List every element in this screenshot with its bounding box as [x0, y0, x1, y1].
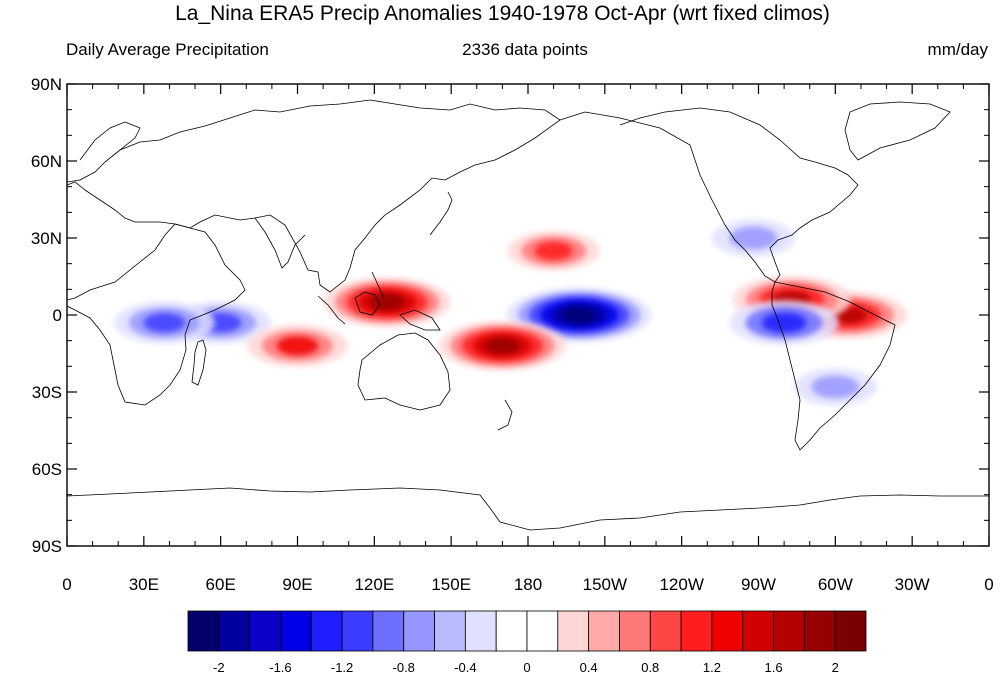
- coast-eurasia: [67, 99, 561, 293]
- colorbar-label: -1.6: [269, 660, 291, 675]
- colorbar: -2 -1.6 -1.2 -0.8 -0.4 0 0.4 0.8 1.2 1.6 2: [187, 610, 867, 675]
- coastlines: [67, 99, 989, 531]
- lon-label: 150E: [431, 575, 471, 594]
- colorbar-swatch: [280, 610, 312, 652]
- coast-antarctica: [67, 487, 989, 531]
- coast-new-guinea: [399, 309, 441, 331]
- colorbar-swatch: [588, 610, 620, 652]
- precip-anomaly-field: [113, 219, 908, 406]
- colorbar-swatch: [619, 610, 651, 652]
- subtitle-left: Daily Average Precipitation: [66, 40, 269, 59]
- colorbar-swatch: [434, 610, 466, 652]
- colorbar-swatch: [773, 610, 805, 652]
- colorbar-swatch: [372, 610, 405, 652]
- colorbar-label: 1.2: [703, 660, 721, 675]
- lon-label: 90E: [282, 575, 312, 594]
- coast-borneo: [354, 291, 381, 316]
- coast-scandinavia: [79, 121, 141, 163]
- coast-philippines: [371, 271, 385, 299]
- lon-label: 30E: [129, 575, 159, 594]
- lon-label: 150W: [583, 575, 627, 594]
- colorbar-label: 1.6: [765, 660, 783, 675]
- anomaly-southeast-south-america-dry: [793, 368, 877, 406]
- lon-label: 0: [984, 575, 993, 594]
- anomaly-southeast-us-dry: [711, 219, 795, 257]
- colorbar-swatch: [403, 610, 435, 652]
- lat-label: 90N: [31, 75, 62, 94]
- colorbar-label: 0.4: [580, 660, 598, 675]
- coast-greenland: [844, 101, 951, 161]
- colorbar-label: -0.8: [393, 660, 415, 675]
- coast-africa: [67, 223, 246, 406]
- coast-south-america: [771, 281, 896, 451]
- anomaly-north-pacific-wet: [507, 230, 600, 271]
- lat-label: 0: [53, 306, 62, 325]
- anomaly-central-pacific-dry: [506, 287, 652, 343]
- colorbar-label: 0: [523, 660, 530, 675]
- lon-label: 120E: [354, 575, 394, 594]
- lon-label: 60E: [206, 575, 236, 594]
- coast-new-zealand: [497, 399, 513, 431]
- coast-australia: [357, 332, 451, 411]
- anomaly-maritime-continent-wet: [323, 277, 451, 327]
- lon-label: 120W: [659, 575, 703, 594]
- lon-label: 30W: [895, 575, 930, 594]
- lat-label: 30N: [31, 229, 62, 248]
- subtitle-center: 2336 data points: [462, 40, 588, 59]
- lon-label: 90W: [741, 575, 776, 594]
- subtitle-units: mm/day: [927, 40, 988, 59]
- colorbar-label: -0.4: [454, 660, 476, 675]
- lat-label: 30S: [32, 383, 62, 402]
- colorbar-label: 2: [832, 660, 839, 675]
- coast-sumatra: [317, 295, 346, 325]
- anomaly-east-africa-dry: [113, 301, 215, 344]
- colorbar-swatch: [680, 610, 713, 652]
- lat-label: 60S: [32, 460, 62, 479]
- colorbar-swatch: [711, 610, 744, 652]
- lat-label: 90S: [32, 537, 62, 556]
- colorbar-swatch: [803, 610, 836, 652]
- anomaly-indian-ocean-sw-wet: [247, 324, 348, 367]
- lat-label: 60N: [31, 152, 62, 171]
- colorbar-swatch: [834, 610, 867, 652]
- plot-title: La_Nina ERA5 Precip Anomalies 1940-1978 …: [175, 2, 830, 25]
- coast-japan: [429, 191, 453, 236]
- coast-north-america: [559, 107, 859, 283]
- lon-label: 60W: [818, 575, 853, 594]
- colorbar-swatch: [742, 610, 774, 652]
- colorbar-swatch: [649, 610, 682, 652]
- colorbar-swatch: [464, 610, 497, 652]
- colorbar-label: -2: [213, 660, 225, 675]
- colorbar-swatch: [495, 610, 528, 652]
- coast-india: [254, 217, 306, 269]
- colorbar-swatch: [341, 610, 374, 652]
- colorbar-swatch: [526, 610, 559, 652]
- colorbar-swatch: [218, 610, 251, 652]
- lon-label: 0: [62, 575, 71, 594]
- lon-label: 180: [514, 575, 542, 594]
- coast-madagascar: [191, 339, 207, 386]
- colorbar-label: 0.8: [641, 660, 659, 675]
- colorbar-swatch: [557, 610, 590, 652]
- colorbar-label: -1.2: [331, 660, 353, 675]
- colorbar-swatch: [310, 610, 343, 652]
- anomaly-peru-coast-dry: [729, 300, 839, 346]
- colorbar-swatch: [249, 610, 281, 652]
- anomaly-spcz-wet: [438, 321, 566, 371]
- colorbar-swatch: [187, 610, 220, 652]
